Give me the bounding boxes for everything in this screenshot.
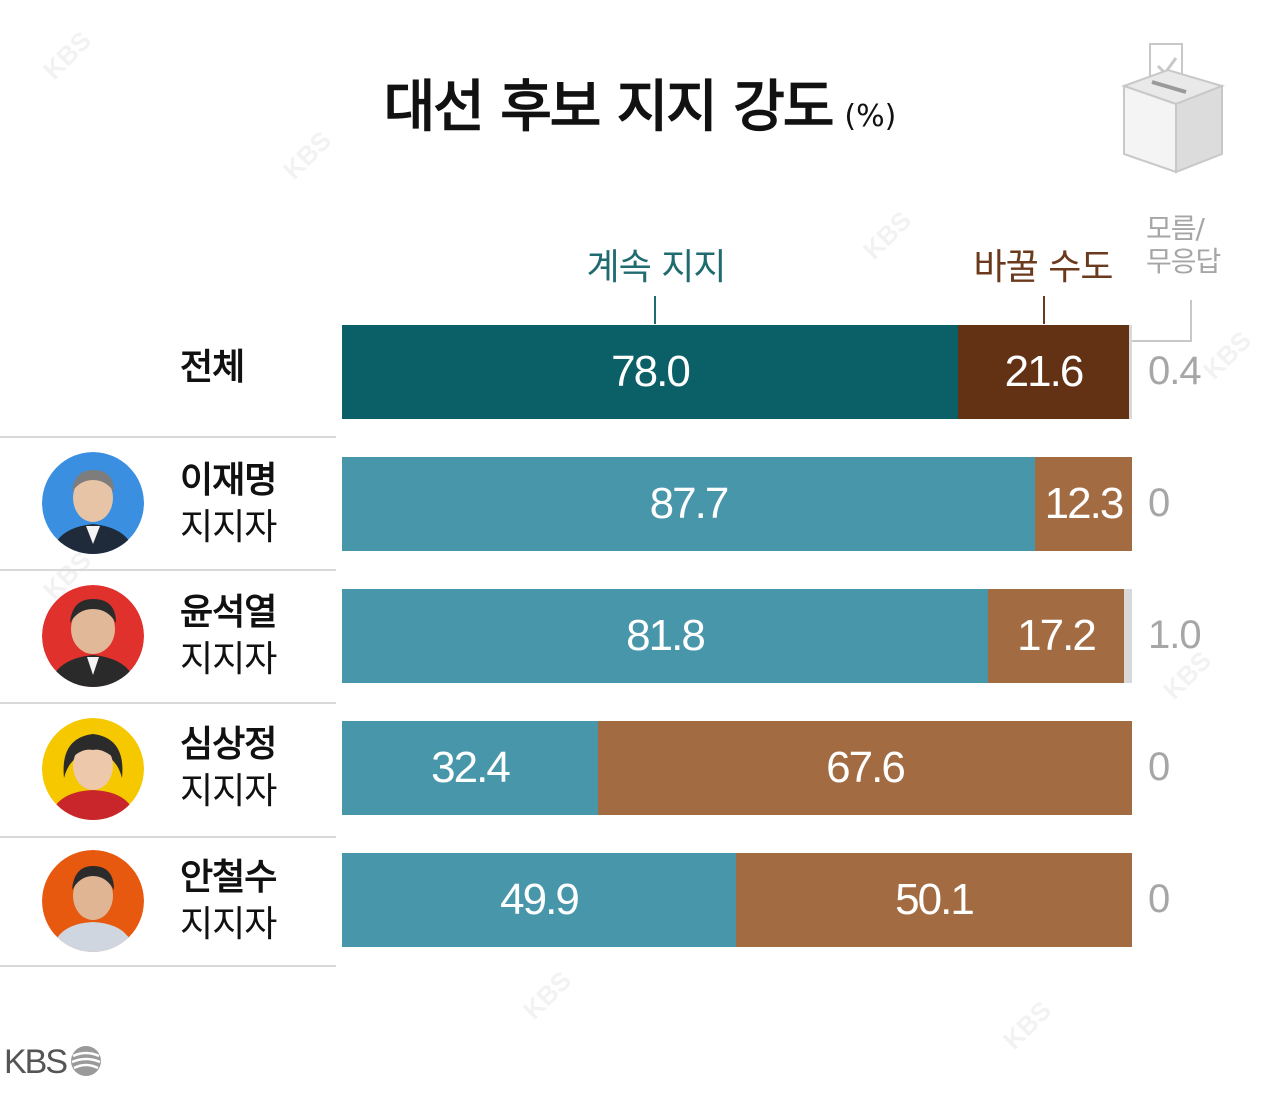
watermark: KBS (997, 995, 1058, 1056)
row-label-sub: 지지자 (180, 770, 277, 812)
avatar-sim-sang-jung (42, 718, 144, 820)
no-answer-value: 1.0 (1148, 613, 1202, 657)
row-divider (0, 836, 336, 838)
kbs-logo: KBS (4, 1043, 103, 1082)
row-label-name: 이재명 (180, 460, 277, 501)
bar-keep: 81.8 (342, 589, 988, 683)
header-keep-tick (654, 296, 656, 324)
row-divider (0, 702, 336, 704)
bar-change: 21.6 (958, 325, 1129, 419)
bar-change: 67.6 (598, 721, 1132, 815)
chart-unit: (%) (844, 99, 897, 134)
row-label-name: 안철수 (180, 857, 277, 898)
row-label-sub: 지지자 (180, 638, 277, 680)
header-no-answer-tick-foot (1132, 340, 1192, 342)
header-keep: 계속 지지 (586, 247, 727, 288)
row-label-total: 전체 (180, 345, 245, 392)
chart-title-group: 대선 후보 지지 강도 (%) (0, 62, 1280, 143)
row-divider (0, 965, 336, 967)
bar-keep: 87.7 (342, 457, 1035, 551)
row-label-lee: 이재명 지지자 (180, 458, 277, 552)
header-change: 바꿀 수도 (973, 247, 1114, 288)
header-change-tick (1043, 296, 1045, 324)
row-label-sub: 지지자 (180, 506, 277, 548)
row-label-yoon: 윤석열 지지자 (180, 590, 277, 684)
no-answer-value: 0 (1148, 745, 1170, 789)
bar-change: 50.1 (736, 853, 1132, 947)
row-label-sim: 심상정 지지자 (180, 722, 277, 816)
watermark: KBS (1197, 325, 1258, 386)
kbs-logo-icon (69, 1044, 103, 1082)
bar-change: 12.3 (1035, 457, 1132, 551)
chart-title: 대선 후보 지지 강도 (383, 75, 835, 140)
no-answer-value: 0 (1148, 481, 1170, 525)
bar-keep: 49.9 (342, 853, 736, 947)
no-answer-value: 0.4 (1148, 349, 1202, 393)
bar-keep: 78.0 (342, 325, 958, 419)
row-divider (0, 569, 336, 571)
header-no-answer-line1: 모름/ (1146, 212, 1205, 245)
bar-keep: 32.4 (342, 721, 598, 815)
watermark: KBS (517, 965, 578, 1026)
row-label-name: 심상정 (180, 724, 277, 765)
header-no-answer-line2: 무응답 (1146, 245, 1221, 279)
bar-no-answer (1129, 325, 1132, 419)
avatar-lee-jae-myung (42, 452, 144, 554)
avatar-yoon-suk-yeol (42, 585, 144, 687)
watermark: KBS (857, 205, 918, 266)
row-label-name: 전체 (180, 347, 245, 388)
bar-no-answer (1124, 589, 1132, 683)
bar-change: 17.2 (988, 589, 1124, 683)
avatar-ahn-cheol-soo (42, 850, 144, 952)
row-divider (0, 436, 336, 438)
row-label-ahn: 안철수 지지자 (180, 855, 277, 949)
header-no-answer: 모름/ 무응답 (1146, 212, 1221, 279)
row-label-name: 윤석열 (180, 592, 277, 633)
ballot-box-icon (1112, 38, 1232, 182)
kbs-logo-text: KBS (4, 1043, 68, 1081)
row-label-sub: 지지자 (180, 903, 277, 945)
header-no-answer-tick (1190, 300, 1192, 342)
no-answer-value: 0 (1148, 877, 1170, 921)
